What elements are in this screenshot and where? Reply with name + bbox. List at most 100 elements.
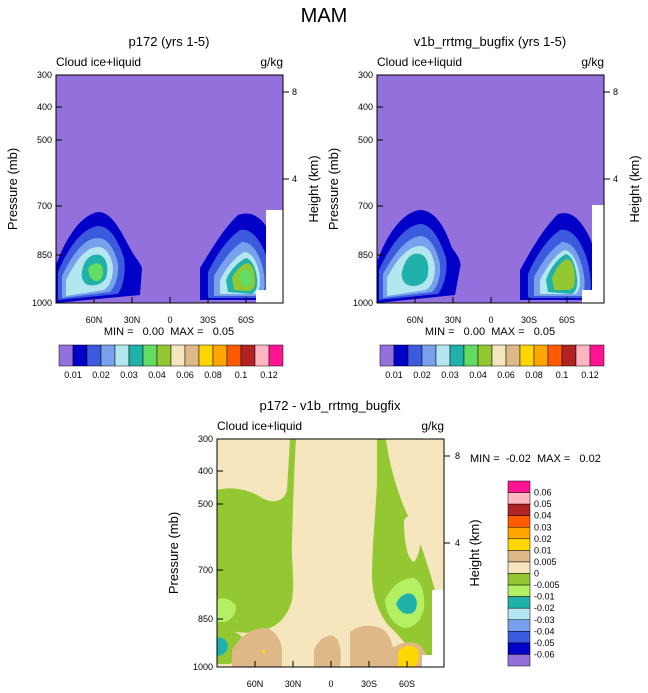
colorbar-label: 0.04 [534,511,552,521]
panel-2-ylabel2: Height (km) [627,155,642,222]
colorbar-swatch [254,344,270,367]
panel-2-variable-label: Cloud ice+liquid [377,55,462,69]
colorbar-label: -0.06 [534,649,555,659]
panel-1-ytick-700: 700 [37,201,52,211]
colorbar-swatch [507,573,531,586]
colorbar-swatch [393,344,409,367]
panel-3-ytick-400: 400 [198,466,213,476]
colorbar-swatch [477,344,493,367]
colorbar-swatch [507,492,531,505]
colorbar-swatch [507,619,531,632]
colorbar-swatch [533,344,549,367]
panel-3-xtick-30N: 30N [285,679,302,689]
panel-3-xtick-60N: 60N [247,679,264,689]
colorbar-swatch [507,515,531,528]
colorbar-label: -0.04 [534,626,555,636]
colorbar-swatch [240,344,256,367]
panel-3-x-ticks: 60N 30N 0 30S 60S [247,661,415,689]
colorbar-swatch [507,607,531,621]
colorbar-label: 0.01 [64,370,82,380]
colorbar-label: 0.03 [120,370,138,380]
colorbar-swatch [575,344,591,367]
panel-1-ytick-400: 400 [37,102,52,112]
colorbar-label: 0.1 [235,370,248,380]
colorbar-label: 0.08 [204,370,222,380]
colorbar-swatch [226,344,242,367]
colorbar-label: 0.05 [534,499,552,509]
panel-3-ytick-500: 500 [198,499,213,509]
colorbar-swatch [491,344,507,367]
colorbar-label: 0.01 [534,545,552,555]
panel-1-minmax: MIN = 0.00 MAX = 0.05 [104,326,234,338]
colorbar-label: 0.04 [469,370,487,380]
colorbar-swatch [58,344,74,367]
colorbar-label: 0.12 [581,370,599,380]
panel-2-xtick-30N: 30N [445,315,462,325]
panel-3-ytick-300: 300 [198,434,213,444]
panel-3-xtick-0: 0 [328,679,333,689]
panel-1-contour-field [56,75,283,303]
colorbar-swatch [156,344,172,367]
colorbar-swatch [463,344,479,367]
colorbar-label: 0.01 [385,370,403,380]
colorbar-swatch [114,344,130,367]
panel-2-contour-field [377,75,604,303]
panel-1-ylabel2: Height (km) [306,155,321,222]
colorbar-swatch [507,631,531,644]
panel-3-y-ticks: 300 400 500 700 850 1000 [193,434,223,672]
panel-3-colorbar: 0.060.05 0.040.03 0.020.01 0.005 0-0.005 -0.0… [507,480,560,667]
panel-3-title: p172 - v1b_rrtmg_bugfix [260,398,401,413]
colorbar-swatch [507,642,531,655]
panel-2-x-ticks: 60N 30N 0 30S 60S [407,297,575,325]
colorbar-label: 0.04 [148,370,166,380]
panel-2-ytick-400: 400 [358,102,373,112]
colorbar-swatch [421,344,437,367]
panel-1-ytick-500: 500 [37,135,52,145]
colorbar-swatch [100,344,116,367]
panel-1-units-label: g/kg [260,55,283,69]
colorbar-swatch [449,344,465,367]
panel-1-xtick-60S: 60S [238,315,254,325]
panel-3-y2-ticks: 8 4 [444,451,460,548]
panel-1-y-ticks: 300 400 500 700 850 1000 [32,70,62,308]
colorbar-swatch [589,344,605,367]
panel-1-ylabel: Pressure (mb) [5,148,20,230]
colorbar-label: 0.06 [497,370,515,380]
panel-3-ytick-850: 850 [198,614,213,624]
panel-1-title: p172 (yrs 1-5) [129,34,210,49]
colorbar-swatch [170,344,186,367]
colorbar-label: 0.06 [176,370,194,380]
panel-3-xtick-30S: 30S [361,679,377,689]
colorbar-label: -0.005 [534,580,560,590]
panel-2-ytick-700: 700 [358,201,373,211]
colorbar-swatch [142,344,158,367]
panel-1-x-ticks: 60N 30N 0 30S 60S [86,297,254,325]
panel-1-xtick-30S: 30S [200,315,216,325]
colorbar-swatch [561,344,577,367]
colorbar-swatch [128,344,144,367]
panel-3-ytick-700: 700 [198,565,213,575]
panel-2-y-ticks: 300 400 500 700 850 1000 [353,70,383,308]
panel-3-units-label: g/kg [421,419,444,433]
panel-2-ylabel: Pressure (mb) [326,148,341,230]
panel-1-colorbar: 0.01 0.02 0.03 0.04 0.06 0.08 0.1 0.12 [58,344,284,380]
panel-3-xtick-60S: 60S [399,679,415,689]
panel-1-xtick-0: 0 [167,315,172,325]
colorbar-swatch [72,344,88,367]
panel-2-y2tick-8: 8 [613,87,618,97]
colorbar-swatch [507,503,531,516]
panel-2-y2-ticks: 8 4 [604,87,618,184]
colorbar-swatch [507,584,531,597]
panel-1-y2-ticks: 8 4 [283,87,297,184]
panel-3-minmax: MIN = -0.02 MAX = 0.02 [470,453,601,465]
panel-1-y2tick-4: 4 [292,174,297,184]
panel-2: v1b_rrtmg_bugfix (yrs 1-5) Cloud ice+liq… [326,34,642,380]
panel-1-xtick-30N: 30N [124,315,141,325]
colorbar-label: 0.03 [534,522,552,532]
panel-3-ylabel: Pressure (mb) [166,512,181,594]
panel-3-y2tick-8: 8 [455,451,460,461]
panel-1-ytick-1000: 1000 [32,298,52,308]
colorbar-label: 0 [534,569,539,579]
colorbar-swatch [435,344,451,367]
colorbar-label: -0.01 [534,592,555,602]
